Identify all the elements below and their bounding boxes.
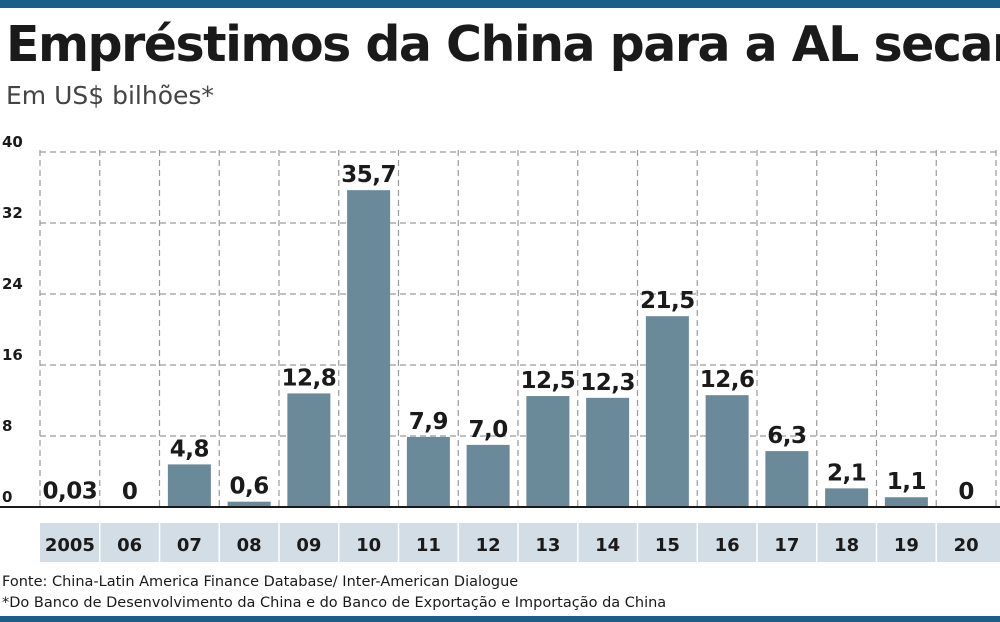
data-label: 12,8	[282, 365, 337, 391]
bar	[586, 397, 630, 507]
bar	[227, 501, 271, 507]
x-tick-label: 06	[117, 535, 142, 556]
x-tick-label: 07	[177, 535, 202, 556]
x-tick-label: 18	[834, 535, 859, 556]
data-label: 4,8	[170, 436, 209, 462]
data-label: 6,3	[767, 423, 806, 449]
x-tick-label: 12	[476, 535, 501, 556]
data-label: 1,1	[887, 469, 926, 495]
bar	[526, 396, 570, 507]
x-tick-label: 13	[535, 535, 560, 556]
data-label: 12,6	[700, 367, 755, 393]
category-band	[40, 523, 1000, 562]
x-tick-label: 08	[237, 535, 262, 556]
data-label: 21,5	[640, 288, 695, 314]
x-tick-label: 15	[655, 535, 680, 556]
x-tick-label: 11	[416, 535, 441, 556]
chart-title: Empréstimos da China para a AL secam	[6, 16, 1000, 73]
x-tick-label: 19	[894, 535, 919, 556]
top-accent-bar	[0, 0, 1000, 8]
bottom-accent-bar	[0, 616, 1000, 622]
y-tick-label: 32	[2, 204, 23, 222]
x-tick-label: 20	[954, 535, 979, 556]
source-note: Fonte: China-Latin America Finance Datab…	[2, 574, 519, 590]
bar	[167, 464, 211, 507]
data-label: 35,7	[341, 162, 396, 188]
bar	[347, 190, 391, 507]
x-tick-label: 14	[595, 535, 620, 556]
chart-subtitle: Em US$ bilhões*	[6, 81, 214, 110]
data-label: 0	[122, 479, 138, 505]
y-tick-label: 16	[2, 346, 23, 364]
bar	[765, 451, 809, 507]
data-label: 12,5	[521, 368, 576, 394]
bar	[884, 497, 928, 507]
bar	[645, 316, 689, 507]
data-label: 7,9	[409, 409, 448, 435]
x-tick-label: 09	[296, 535, 321, 556]
bar	[705, 395, 749, 507]
data-label: 0,03	[43, 479, 98, 505]
bar	[406, 436, 450, 507]
data-label: 7,0	[469, 417, 508, 443]
x-tick-label: 2005	[45, 535, 95, 556]
y-tick-label: 0	[2, 488, 12, 506]
x-tick-label: 16	[715, 535, 740, 556]
data-label: 0	[958, 479, 974, 505]
bar	[287, 393, 331, 507]
footnote: *Do Banco de Desenvolvimento da China e …	[2, 595, 667, 611]
bar	[825, 488, 869, 507]
data-label: 2,1	[827, 460, 866, 486]
x-tick-label: 10	[356, 535, 381, 556]
y-tick-label: 8	[2, 417, 12, 435]
y-tick-label: 24	[2, 275, 23, 293]
data-label: 0,6	[230, 474, 269, 500]
x-tick-label: 17	[774, 535, 799, 556]
data-label: 12,3	[580, 370, 635, 396]
y-tick-label: 40	[2, 133, 23, 151]
bar	[466, 444, 510, 507]
